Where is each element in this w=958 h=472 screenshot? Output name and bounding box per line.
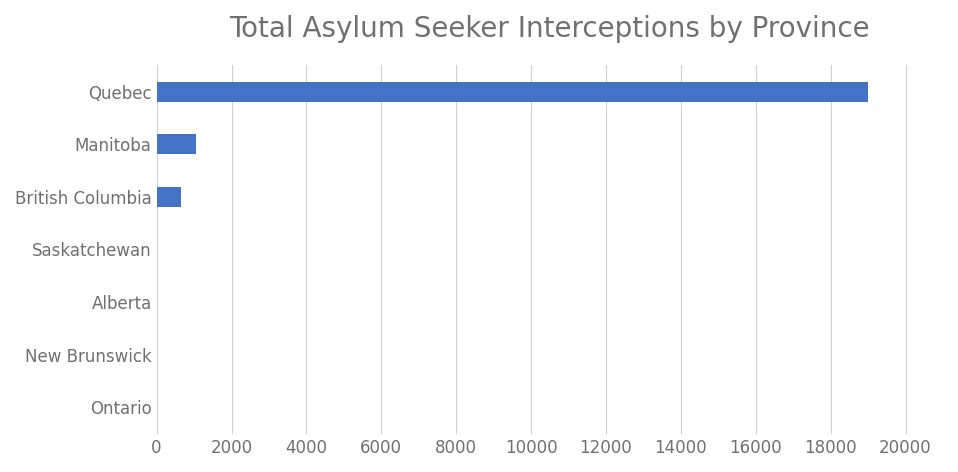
Bar: [156, 82, 868, 101]
Bar: [156, 134, 196, 154]
Title: Total Asylum Seeker Interceptions by Province: Total Asylum Seeker Interceptions by Pro…: [230, 15, 870, 43]
Bar: [156, 187, 181, 207]
